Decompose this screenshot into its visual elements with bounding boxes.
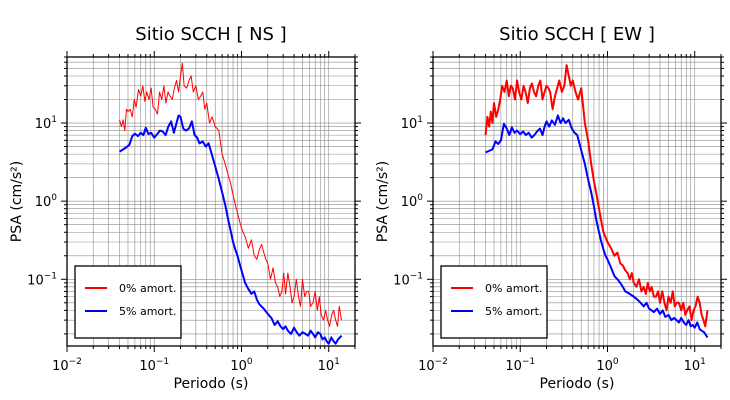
- chart-title: Sitio SCCH [ EW ]: [499, 24, 655, 45]
- tick-label-exponent: −1: [522, 357, 535, 367]
- y-axis-label: PSA (cm/s²): [9, 161, 25, 243]
- tick-label-base: 10: [505, 359, 522, 374]
- x-tick-label: 100: [596, 357, 619, 374]
- series-line-undamped: [119, 62, 342, 327]
- legend-box: [74, 265, 182, 339]
- tick-label-base: 10: [27, 273, 44, 288]
- tick-label-exponent: 1: [334, 357, 340, 367]
- legend-label: 0% amort.: [119, 282, 176, 295]
- series-line-damped: [118, 114, 343, 345]
- legend: 0% amort. 5% amort.: [74, 265, 182, 339]
- tick-label-base: 10: [684, 359, 701, 374]
- tick-label-exponent: −1: [44, 271, 57, 281]
- tick-label-base: 10: [52, 359, 69, 374]
- y-axis-label: PSA (cm/s²): [375, 161, 391, 243]
- x-tick-label: 101: [684, 357, 706, 374]
- tick-label-base: 10: [401, 117, 418, 132]
- y-tick-label: 101: [401, 115, 423, 132]
- tick-label-base: 10: [35, 117, 52, 132]
- y-tick-label: 101: [35, 115, 57, 132]
- tick-label-base: 10: [318, 359, 335, 374]
- tick-label-exponent: −2: [435, 357, 448, 367]
- y-tick-label: 100: [35, 193, 58, 210]
- x-tick-label: 10−1: [505, 357, 535, 374]
- tick-label-base: 10: [139, 359, 156, 374]
- chart-title: Sitio SCCH [ NS ]: [135, 24, 286, 45]
- legend-label: 0% amort.: [485, 282, 542, 295]
- tick-label-base: 10: [418, 359, 435, 374]
- x-tick-label: 101: [318, 357, 340, 374]
- x-tick-label: 10−2: [52, 357, 82, 374]
- axis-ticks: [61, 51, 361, 352]
- tick-label-base: 10: [35, 195, 52, 210]
- y-tick-label: 10−1: [27, 271, 57, 288]
- tick-label-exponent: −1: [156, 357, 169, 367]
- legend: 0% amort. 5% amort.: [440, 265, 548, 339]
- series-line-undamped: [484, 64, 709, 328]
- axis-ticks: [427, 51, 727, 352]
- tick-label-base: 10: [393, 273, 410, 288]
- tick-label-base: 10: [230, 359, 247, 374]
- y-tick-label: 100: [401, 193, 424, 210]
- tick-label-exponent: 1: [51, 115, 57, 125]
- legend-box: [440, 265, 548, 339]
- x-axis-label: Periodo (s): [174, 376, 249, 392]
- tick-label-base: 10: [596, 359, 613, 374]
- series-line-damped: [485, 114, 709, 339]
- legend-label: 5% amort.: [119, 305, 176, 318]
- tick-label-exponent: −1: [410, 271, 423, 281]
- tick-label-exponent: 1: [700, 357, 706, 367]
- tick-label-exponent: −2: [69, 357, 82, 367]
- x-tick-label: 10−2: [418, 357, 448, 374]
- tick-label-exponent: 1: [417, 115, 423, 125]
- legend-label: 5% amort.: [485, 305, 542, 318]
- tick-label-base: 10: [401, 195, 418, 210]
- grid: [66, 56, 356, 346]
- y-tick-label: 10−1: [393, 271, 423, 288]
- x-tick-label: 10−1: [139, 357, 169, 374]
- tick-label-exponent: 0: [613, 357, 619, 367]
- tick-label-exponent: 0: [417, 193, 423, 203]
- tick-label-exponent: 0: [247, 357, 253, 367]
- tick-label-exponent: 0: [51, 193, 57, 203]
- x-tick-label: 100: [230, 357, 253, 374]
- x-axis-label: Periodo (s): [540, 376, 615, 392]
